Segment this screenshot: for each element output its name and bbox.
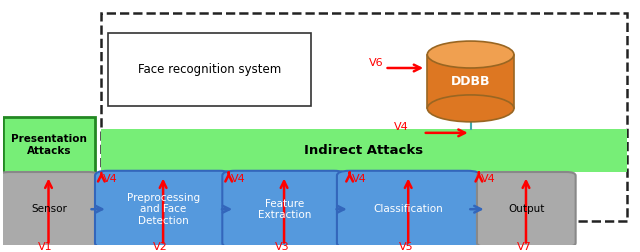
Bar [429, 55, 513, 108]
Text: Indirect Attacks: Indirect Attacks [305, 144, 424, 157]
FancyBboxPatch shape [477, 172, 575, 247]
Text: V6: V6 [369, 57, 383, 68]
FancyBboxPatch shape [3, 117, 95, 173]
Text: V5: V5 [399, 242, 413, 252]
Text: V4: V4 [230, 174, 245, 184]
Text: V1: V1 [38, 242, 53, 252]
Text: V3: V3 [275, 242, 289, 252]
FancyBboxPatch shape [108, 33, 312, 106]
Text: DDBB: DDBB [451, 75, 490, 88]
Text: Classification: Classification [374, 204, 444, 214]
Bar [101, 13, 627, 221]
Text: V2: V2 [153, 242, 168, 252]
Ellipse shape [428, 41, 514, 68]
Text: Feature
Extraction: Feature Extraction [258, 199, 311, 220]
Bar [428, 54, 514, 108]
Text: Output: Output [508, 204, 545, 214]
Ellipse shape [428, 95, 514, 122]
Text: Presentation
Attacks: Presentation Attacks [11, 134, 87, 156]
Text: V4: V4 [394, 122, 408, 132]
Text: V4: V4 [481, 174, 495, 184]
FancyBboxPatch shape [337, 171, 480, 248]
Text: Sensor: Sensor [31, 204, 67, 214]
FancyBboxPatch shape [95, 171, 232, 248]
Text: V4: V4 [103, 174, 118, 184]
Bar [101, 129, 627, 172]
FancyBboxPatch shape [0, 172, 98, 247]
Text: Face recognition system: Face recognition system [138, 63, 281, 76]
FancyBboxPatch shape [222, 171, 346, 248]
Text: V7: V7 [516, 242, 531, 252]
Text: Preprocessing
and Face
Detection: Preprocessing and Face Detection [127, 193, 200, 226]
Text: V4: V4 [351, 174, 366, 184]
